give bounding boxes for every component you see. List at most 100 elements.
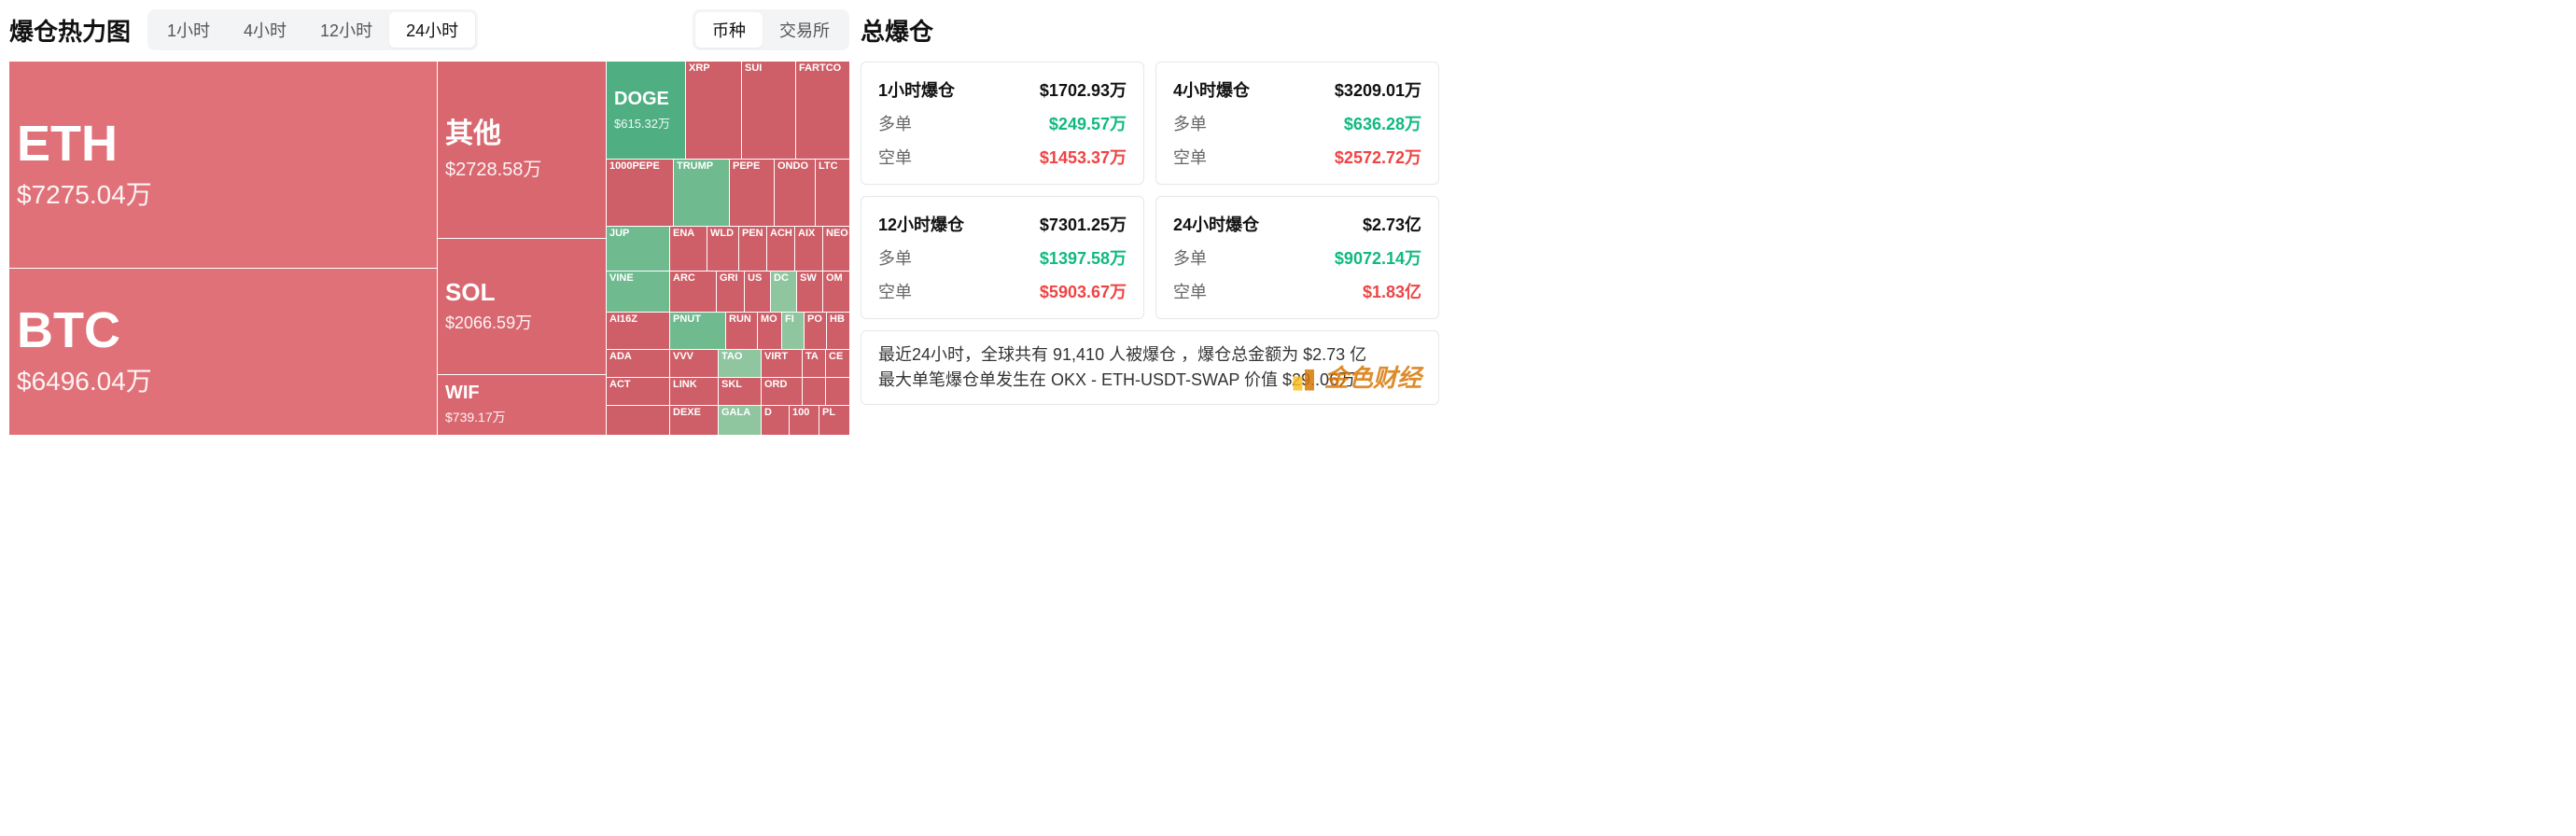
time-tab-12小时[interactable]: 12小时 (303, 12, 389, 48)
card-short-value: $1453.37万 (1040, 145, 1127, 169)
treemap-cell-VIRT[interactable]: VIRT (762, 350, 803, 378)
treemap-cell-ENA[interactable]: ENA (670, 227, 707, 272)
treemap-cell-MO[interactable]: MO (758, 313, 782, 350)
treemap-cell-blank[interactable] (803, 378, 826, 406)
treemap-cell-PL[interactable]: PL (819, 406, 849, 435)
treemap-cell-SW[interactable]: SW (797, 272, 823, 313)
treemap-cell-TA[interactable]: TA (803, 350, 826, 378)
card-short-label: 空单 (878, 145, 912, 169)
brand-watermark: 金色财经 (1291, 360, 1421, 397)
card-title: 24小时爆仓 (1173, 212, 1259, 236)
card-title: 1小时爆仓 (878, 77, 955, 102)
treemap-cell-ONDO[interactable]: ONDO (775, 160, 816, 227)
treemap-cell-OM[interactable]: OM (823, 272, 849, 313)
treemap-cell-ETH[interactable]: ETH$7275.04万 (9, 62, 438, 269)
treemap-cell-ACT[interactable]: ACT (607, 378, 670, 406)
treemap-cell-SUI[interactable]: SUI (742, 62, 796, 160)
cell-symbol: HB (830, 314, 847, 325)
treemap-cell-WIF[interactable]: WIF$739.17万 (438, 375, 607, 435)
card-total: $2.73亿 (1363, 212, 1421, 236)
cell-symbol: BTC (17, 305, 430, 355)
card-short-value: $2572.72万 (1335, 145, 1421, 169)
treemap-cell-PNUT[interactable]: PNUT (670, 313, 726, 350)
treemap-cell-CE[interactable]: CE (826, 350, 849, 378)
treemap-cell-GALA[interactable]: GALA (719, 406, 762, 435)
view-tab-group: 币种交易所 (693, 9, 849, 50)
treemap-cell-FARTCO[interactable]: FARTCO (796, 62, 849, 160)
card-long-value: $9072.14万 (1335, 245, 1421, 270)
cell-value: $2066.59万 (445, 310, 599, 334)
card-title: 12小时爆仓 (878, 212, 964, 236)
treemap-cell-JUP[interactable]: JUP (607, 227, 670, 272)
treemap-cell-blank[interactable] (607, 406, 670, 435)
cell-symbol: LTC (819, 161, 847, 172)
summary-footer: 最近24小时，全球共有 91,410 人被爆仓 ，爆仓总金额为 $2.73 亿 … (861, 330, 1439, 405)
time-tab-24小时[interactable]: 24小时 (389, 12, 475, 48)
treemap-cell-DEXE[interactable]: DEXE (670, 406, 719, 435)
treemap-cell-VINE[interactable]: VINE (607, 272, 670, 313)
treemap-cell-GRI[interactable]: GRI (717, 272, 745, 313)
stat-card-2: 12小时爆仓$7301.25万多单$1397.58万空单$5903.67万 (861, 196, 1144, 319)
brand-text: 金色财经 (1324, 360, 1421, 397)
treemap-cell-DC[interactable]: DC (771, 272, 797, 313)
treemap-cell-PEN[interactable]: PEN (739, 227, 767, 272)
cell-symbol: FARTCO (799, 63, 847, 74)
treemap-cell-ORD[interactable]: ORD (762, 378, 803, 406)
treemap-cell-LINK[interactable]: LINK (670, 378, 719, 406)
cell-symbol: RUN (729, 314, 755, 325)
treemap-cell-D[interactable]: D (762, 406, 790, 435)
treemap-cell-NEO[interactable]: NEO (823, 227, 849, 272)
card-long-label: 多单 (878, 111, 912, 135)
cell-value: $739.17万 (445, 408, 599, 426)
treemap-cell-ADA[interactable]: ADA (607, 350, 670, 378)
view-tab-币种[interactable]: 币种 (695, 12, 763, 48)
treemap-cell-PEPE[interactable]: PEPE (730, 160, 775, 227)
cell-symbol: SUI (745, 63, 793, 74)
treemap-cell-WLD[interactable]: WLD (707, 227, 739, 272)
treemap-cell-RUN[interactable]: RUN (726, 313, 758, 350)
treemap-cell-TAO[interactable]: TAO (719, 350, 762, 378)
treemap-cell-FI[interactable]: FI (782, 313, 805, 350)
card-short-value: $5903.67万 (1040, 279, 1127, 303)
treemap-cell-VVV[interactable]: VVV (670, 350, 719, 378)
cell-symbol: XRP (689, 63, 739, 74)
view-tab-交易所[interactable]: 交易所 (763, 12, 847, 48)
treemap-cell-AI16Z[interactable]: AI16Z (607, 313, 670, 350)
cell-symbol: TA (805, 352, 823, 362)
cell-symbol: WLD (710, 229, 736, 239)
cell-symbol: US (748, 273, 768, 284)
treemap-cell-LTC[interactable]: LTC (816, 160, 849, 227)
treemap-cell-AIX[interactable]: AIX (795, 227, 823, 272)
treemap-cell-ARC[interactable]: ARC (670, 272, 717, 313)
treemap-cell-HB[interactable]: HB (827, 313, 849, 350)
time-tab-4小时[interactable]: 4小时 (227, 12, 303, 48)
treemap-cell-DOGE[interactable]: DOGE$615.32万 (607, 62, 686, 160)
treemap-cell-1000PEPE[interactable]: 1000PEPE (607, 160, 674, 227)
card-short-label: 空单 (1173, 279, 1207, 303)
treemap-cell-BTC[interactable]: BTC$6496.04万 (9, 269, 438, 435)
treemap-cell-US[interactable]: US (745, 272, 771, 313)
cell-value: $615.32万 (614, 114, 679, 132)
treemap-cell-XRP[interactable]: XRP (686, 62, 742, 160)
treemap-cell-ACH[interactable]: ACH (767, 227, 795, 272)
card-long-value: $1397.58万 (1040, 245, 1127, 270)
card-short-label: 空单 (878, 279, 912, 303)
cell-symbol: ORD (764, 380, 800, 390)
treemap-cell-TRUMP[interactable]: TRUMP (674, 160, 730, 227)
card-long-label: 多单 (878, 245, 912, 270)
treemap-cell-blank[interactable] (826, 378, 849, 406)
card-long-value: $249.57万 (1049, 111, 1127, 135)
liquidation-treemap[interactable]: ETH$7275.04万BTC$6496.04万其他$2728.58万SOL$2… (9, 62, 849, 435)
cell-symbol: GALA (721, 408, 759, 418)
time-tab-1小时[interactable]: 1小时 (150, 12, 227, 48)
treemap-cell-100[interactable]: 100 (790, 406, 819, 435)
treemap-cell-SKL[interactable]: SKL (719, 378, 762, 406)
cell-symbol: NEO (826, 229, 847, 239)
cell-symbol: GRI (720, 273, 742, 284)
treemap-cell-SOL[interactable]: SOL$2066.59万 (438, 239, 607, 375)
cell-symbol: ENA (673, 229, 705, 239)
cell-symbol: VVV (673, 352, 716, 362)
cell-symbol: JUP (609, 229, 667, 239)
treemap-cell-其他[interactable]: 其他$2728.58万 (438, 62, 607, 239)
treemap-cell-PO[interactable]: PO (805, 313, 827, 350)
